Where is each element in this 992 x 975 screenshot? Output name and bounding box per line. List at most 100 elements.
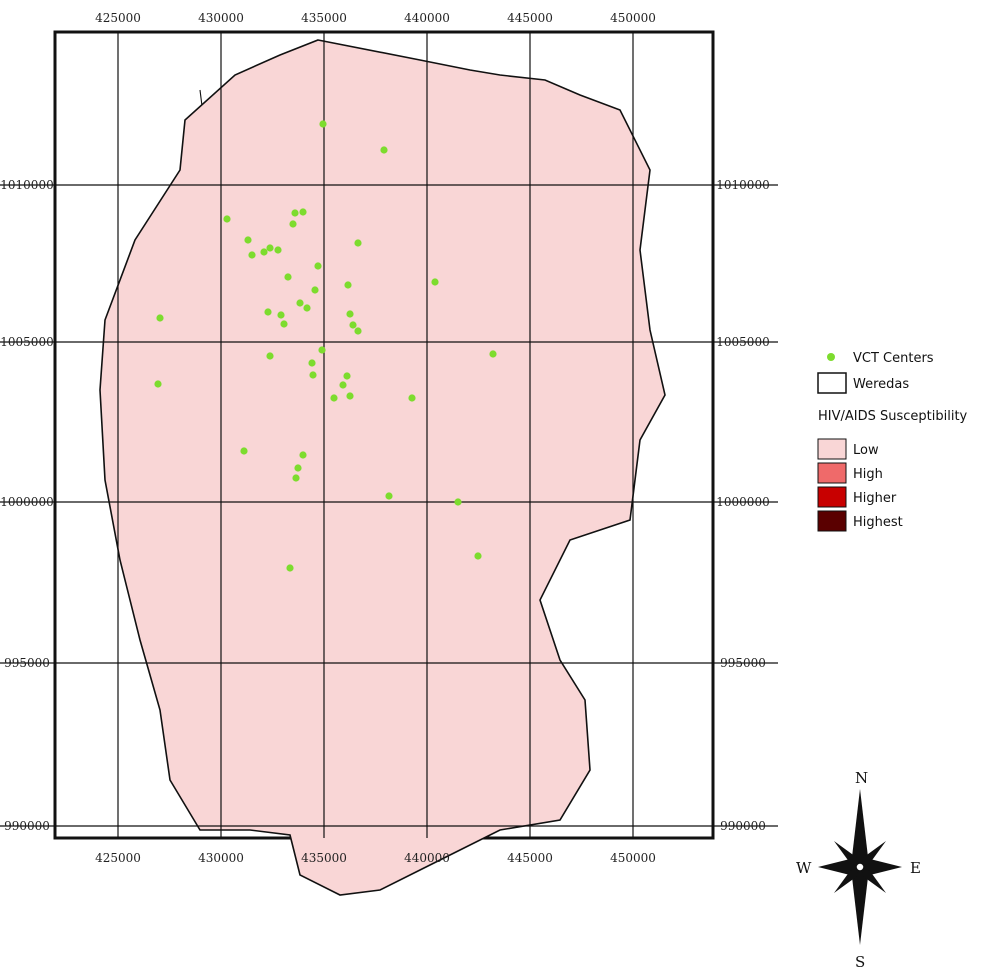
- vct-center-point: [330, 394, 338, 402]
- vct-center-point: [294, 464, 302, 472]
- compass-star: [852, 867, 868, 945]
- vct-center-point: [349, 321, 357, 329]
- vct-center-point: [240, 447, 248, 455]
- vct-center-point: [244, 236, 252, 244]
- vct-center-point: [289, 220, 297, 228]
- legend-class-label: High: [853, 467, 883, 482]
- x-ticks-bottom: 425000 430000 435000 440000 445000 450000: [95, 851, 656, 865]
- y-tick-label-right: 995000: [720, 656, 766, 670]
- y-tick-label-left: 1000000: [0, 495, 53, 509]
- vct-center-point: [385, 492, 393, 500]
- vct-center-point: [344, 281, 352, 289]
- vct-center-point: [223, 215, 231, 223]
- legend-title: HIV/AIDS Susceptibility: [818, 409, 968, 424]
- legend-swatch: [817, 510, 847, 532]
- vct-center-point: [474, 552, 482, 560]
- compass-star: [860, 859, 902, 875]
- legend-class-label: Highest: [853, 515, 903, 530]
- vct-center-point: [154, 380, 162, 388]
- vct-center-point: [380, 146, 388, 154]
- x-tick-label-bottom: 450000: [610, 851, 656, 865]
- legend-weredas-label: Weredas: [853, 377, 909, 392]
- vct-center-point: [354, 327, 362, 335]
- vct-center-point: [354, 239, 362, 247]
- x-tick-label-bottom: 445000: [507, 851, 553, 865]
- legend-vct-label: VCT Centers: [853, 351, 934, 366]
- vct-center-point: [284, 273, 292, 281]
- y-tick-label-right: 1010000: [716, 178, 769, 192]
- graticule: [0, 32, 778, 838]
- legend-swatch: [817, 438, 847, 460]
- x-tick-label-top: 430000: [198, 11, 244, 25]
- vct-center-point: [319, 120, 327, 128]
- x-tick-label-top: 450000: [610, 11, 656, 25]
- compass-w: W: [796, 859, 812, 877]
- vct-center-point: [260, 248, 268, 256]
- vct-center-point: [280, 320, 288, 328]
- vct-center-point: [286, 564, 294, 572]
- vct-center-point: [308, 359, 316, 367]
- vct-center-point: [296, 299, 304, 307]
- vct-center-point: [408, 394, 416, 402]
- vct-center-point: [318, 346, 326, 354]
- vct-center-point: [277, 311, 285, 319]
- compass-n: N: [855, 769, 868, 787]
- vct-center-point: [303, 304, 311, 312]
- x-tick-label-top: 440000: [404, 11, 450, 25]
- legend-swatch: [817, 462, 847, 484]
- vct-center-point: [291, 209, 299, 217]
- y-tick-label-right: 1005000: [716, 335, 769, 349]
- x-tick-label-top: 435000: [301, 11, 347, 25]
- vct-center-point: [292, 474, 300, 482]
- compass-star: [852, 789, 868, 867]
- vct-center-point: [343, 372, 351, 380]
- vct-center-point: [339, 381, 347, 389]
- y-tick-label-left: 1005000: [0, 335, 53, 349]
- x-ticks-top: 425000 430000 435000 440000 445000 450000: [95, 11, 656, 25]
- vct-center-point: [454, 498, 462, 506]
- legend-weredas-symbol: [817, 372, 847, 394]
- vct-center-point: [264, 308, 272, 316]
- compass-e: E: [910, 859, 921, 877]
- vct-center-point: [266, 352, 274, 360]
- vct-center-point: [156, 314, 164, 322]
- compass-s: S: [855, 953, 865, 971]
- vct-center-point: [346, 310, 354, 318]
- vct-center-point: [346, 392, 354, 400]
- vct-center-point: [266, 244, 274, 252]
- north-arrow: N S W E: [796, 769, 921, 971]
- compass-star: [860, 841, 886, 867]
- legend-swatch: [817, 486, 847, 508]
- vct-center-point: [314, 262, 322, 270]
- legend: VCT Centers Weredas HIV/AIDS Susceptibil…: [817, 351, 968, 532]
- vct-center-point: [311, 286, 319, 294]
- susceptibility-map: [99, 39, 666, 896]
- legend-class-label: Higher: [853, 491, 897, 506]
- vct-center-point: [299, 208, 307, 216]
- legend-classes: Low High Higher Highest: [817, 438, 903, 532]
- vct-center-point: [248, 251, 256, 259]
- vct-center-point: [489, 350, 497, 358]
- compass-star: [834, 867, 860, 893]
- vct-center-point: [309, 371, 317, 379]
- legend-class-label: Low: [853, 443, 879, 458]
- y-ticks-right: 1010000 1005000 1000000 995000 990000: [716, 178, 769, 833]
- y-ticks-left: 1010000 1005000 1000000 995000 990000: [0, 178, 53, 833]
- y-tick-label-left: 1010000: [0, 178, 53, 192]
- y-tick-label-left: 995000: [4, 656, 50, 670]
- region-outline: [99, 39, 666, 896]
- y-tick-label-right: 990000: [720, 819, 766, 833]
- compass-star: [860, 867, 886, 893]
- compass-star: [834, 841, 860, 867]
- x-tick-label-top: 445000: [507, 11, 553, 25]
- compass-star: [818, 859, 860, 875]
- x-tick-label-bottom: 440000: [404, 851, 450, 865]
- x-tick-label-bottom: 425000: [95, 851, 141, 865]
- vct-centers: [154, 120, 497, 572]
- legend-vct-symbol: [827, 353, 835, 361]
- vct-center-point: [274, 246, 282, 254]
- x-tick-label-bottom: 435000: [301, 851, 347, 865]
- x-tick-label-bottom: 430000: [198, 851, 244, 865]
- compass-center: [855, 862, 865, 872]
